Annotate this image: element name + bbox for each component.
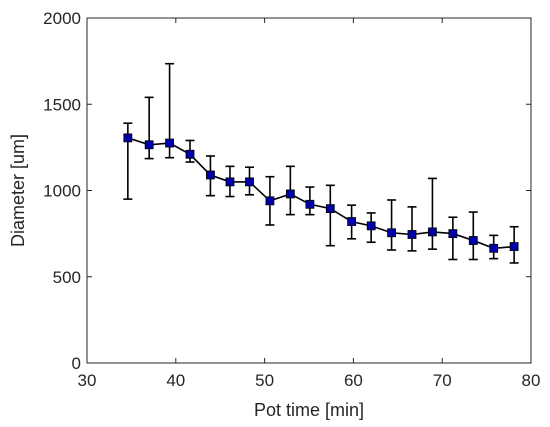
data-point [428,227,437,237]
x-tick-label: 60 [344,371,363,390]
data-point [305,199,315,209]
data-point [387,228,396,238]
data-point [468,236,478,245]
plot-area [86,17,532,364]
data-point [509,242,519,251]
data-markers [123,133,519,253]
data-point [144,140,154,150]
data-point [225,177,235,187]
tick-labels: 30 40 50 60 70 80 0 500 1000 1500 2000 [43,9,540,390]
data-point [489,243,499,253]
data-point [206,170,215,180]
data-point [366,221,376,231]
data-point [185,149,195,159]
data-point [165,138,174,148]
data-point [347,217,357,226]
data-point [448,229,458,239]
y-axis-title: Diameter [um] [8,134,28,247]
axis-ticks [86,17,532,364]
y-tick-label: 1000 [43,182,81,201]
data-point [407,230,417,239]
x-tick-label: 80 [522,371,541,390]
y-tick-label: 2000 [43,9,81,28]
data-point [245,177,254,187]
data-point [285,189,295,199]
y-tick-label: 500 [53,268,81,287]
data-point [123,133,133,143]
data-point [325,204,335,214]
x-tick-label: 70 [433,371,452,390]
x-tick-label: 40 [166,371,185,390]
x-axis-title: Pot time [min] [254,400,364,420]
x-tick-label: 30 [78,371,97,390]
y-tick-label: 0 [72,354,81,373]
data-point [265,196,275,206]
y-tick-label: 1500 [43,95,81,114]
x-tick-label: 50 [255,371,274,390]
plot-frame [86,17,532,364]
